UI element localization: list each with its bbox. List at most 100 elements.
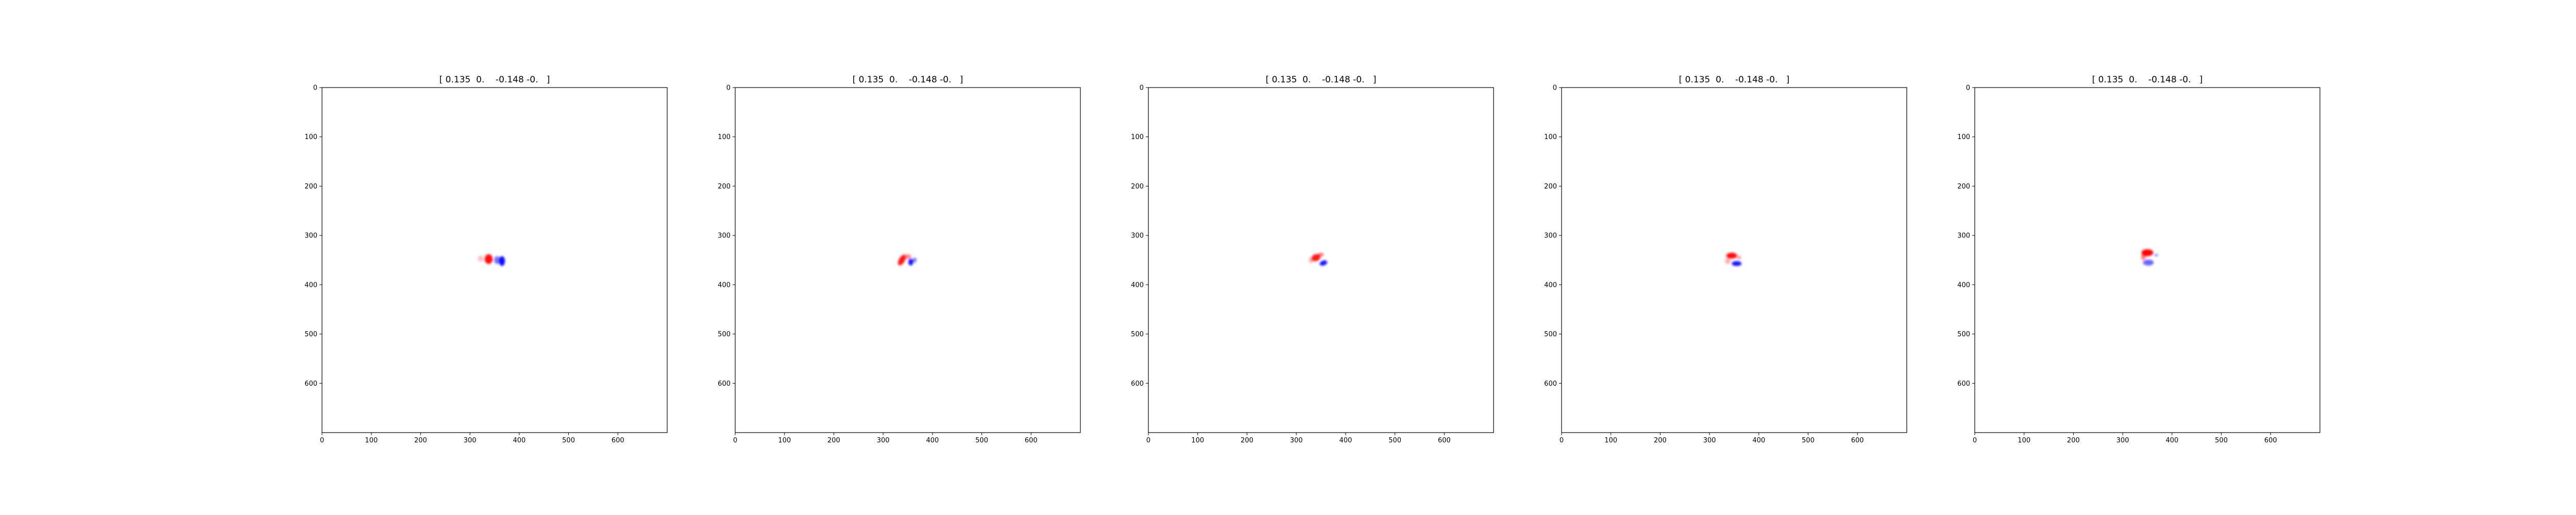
heatmap-blob-2 <box>494 256 500 264</box>
y-tick-label-0: 0 <box>1553 84 1557 92</box>
heatmap-image <box>1724 252 1742 266</box>
axes-title: [ 0.135 0. -0.148 -0. ] <box>439 75 550 85</box>
y-tick-label-100: 100 <box>1131 133 1144 141</box>
heatmap-blob-1 <box>2141 249 2154 256</box>
x-tick-label-600: 600 <box>1851 437 1864 444</box>
x-tick-label-500: 500 <box>975 437 988 444</box>
x-tick-label-200: 200 <box>1654 437 1667 444</box>
heatmap-background <box>1148 88 1494 433</box>
x-tick-label-600: 600 <box>1025 437 1038 444</box>
heatmap-blob-3 <box>908 259 913 266</box>
x-tick-label-100: 100 <box>1191 437 1204 444</box>
x-tick-label-100: 100 <box>1604 437 1617 444</box>
x-tick-label-400: 400 <box>1752 437 1765 444</box>
heatmap-blob-2 <box>2143 260 2154 266</box>
x-tick-label-500: 500 <box>2215 437 2228 444</box>
y-tick-label-200: 200 <box>1131 183 1144 191</box>
subplot-5: [ 0.135 0. -0.148 -0. ] 0 100 200 300 400 500 6… <box>1957 75 2320 444</box>
y-tick-label-0: 0 <box>726 84 731 92</box>
y-tick-label-300: 300 <box>718 232 731 240</box>
axes-title: [ 0.135 0. -0.148 -0. ] <box>2092 75 2203 85</box>
y-tick-label-300: 300 <box>1131 232 1144 240</box>
y-tick-label-100: 100 <box>1544 133 1557 141</box>
heatmap-background <box>735 88 1080 433</box>
y-tick-label-0: 0 <box>313 84 317 92</box>
x-tick-label-400: 400 <box>1339 437 1352 444</box>
heatmap-blob-1 <box>484 254 493 264</box>
subplot-1: [ 0.135 0. -0.148 -0. ] 0 100 200 300 400 500 6… <box>304 75 668 444</box>
y-tick-label-400: 400 <box>1544 281 1557 289</box>
y-tick-label-300: 300 <box>304 232 317 240</box>
y-tick-label-0: 0 <box>1966 84 1970 92</box>
x-tick-label-600: 600 <box>1438 437 1451 444</box>
axes-frame <box>1148 87 1494 433</box>
x-tick-label-600: 600 <box>2264 437 2277 444</box>
subplot-3: [ 0.135 0. -0.148 -0. ] 0 100 200 300 400 500 6… <box>1131 75 1494 444</box>
x-tick-label-200: 200 <box>2067 437 2080 444</box>
y-tick-label-400: 400 <box>1957 281 1970 289</box>
y-tick-label-500: 500 <box>1544 331 1557 338</box>
subplot-4: [ 0.135 0. -0.148 -0. ] 0 100 200 300 400 500 6… <box>1544 75 1907 444</box>
x-tick-label-300: 300 <box>877 437 890 444</box>
heatmap-blob-3 <box>1724 258 1731 264</box>
y-tick-label-600: 600 <box>1957 380 1970 388</box>
heatmap-blob-4 <box>1737 255 1741 260</box>
x-tick-label-100: 100 <box>778 437 791 444</box>
y-tick-label-200: 200 <box>718 183 731 191</box>
heatmap-background <box>1562 88 1907 433</box>
x-tick-label-100: 100 <box>2018 437 2030 444</box>
heatmap-image <box>478 254 505 266</box>
x-tick-label-400: 400 <box>2165 437 2178 444</box>
x-tick-label-500: 500 <box>562 437 575 444</box>
y-tick-label-100: 100 <box>1957 133 1970 141</box>
x-tick-label-400: 400 <box>513 437 526 444</box>
y-tick-label-600: 600 <box>718 380 731 388</box>
y-tick-label-200: 200 <box>304 183 317 191</box>
y-tick-label-200: 200 <box>1544 183 1557 191</box>
y-tick-label-500: 500 <box>1957 331 1970 338</box>
subplot-grid: [ 0.135 0. -0.148 -0. ] 0 100 200 300 400 500 6… <box>304 75 2320 444</box>
y-tick-label-300: 300 <box>1544 232 1557 240</box>
heatmap-blob-4 <box>478 255 484 262</box>
x-tick-label-600: 600 <box>612 437 624 444</box>
y-tick-label-100: 100 <box>718 133 731 141</box>
axes-title: [ 0.135 0. -0.148 -0. ] <box>1679 75 1790 85</box>
x-tick-label-0: 0 <box>320 437 324 444</box>
y-tick-label-400: 400 <box>304 281 317 289</box>
heatmap-image <box>897 254 917 266</box>
x-tick-label-300: 300 <box>1703 437 1716 444</box>
y-tick-label-200: 200 <box>1957 183 1970 191</box>
x-tick-label-200: 200 <box>1241 437 1253 444</box>
axes-frame <box>735 87 1081 433</box>
x-tick-label-500: 500 <box>1388 437 1401 444</box>
y-tick-label-400: 400 <box>718 281 731 289</box>
y-tick-label-500: 500 <box>304 331 317 338</box>
heatmap-image <box>1309 252 1328 266</box>
heatmap-blob-2 <box>1732 261 1742 266</box>
x-tick-label-0: 0 <box>733 437 737 444</box>
heatmap-blob-1 <box>1726 252 1737 259</box>
heatmap-image <box>2141 249 2159 266</box>
heatmap-blob-3 <box>499 256 505 266</box>
y-tick-label-400: 400 <box>1131 281 1144 289</box>
heatmap-blob-2 <box>1318 252 1324 257</box>
y-tick-label-600: 600 <box>304 380 317 388</box>
x-tick-label-300: 300 <box>1290 437 1303 444</box>
x-tick-label-200: 200 <box>827 437 840 444</box>
heatmap-blob-1 <box>1312 254 1320 262</box>
x-tick-label-0: 0 <box>1146 437 1150 444</box>
axes-title: [ 0.135 0. -0.148 -0. ] <box>1266 75 1377 85</box>
y-tick-label-500: 500 <box>1131 331 1144 338</box>
x-tick-label-0: 0 <box>1973 437 1977 444</box>
axes-frame <box>321 87 668 433</box>
heatmap-blob-1 <box>897 254 906 266</box>
heatmap-blob-4 <box>1309 257 1314 263</box>
heatmap-blob-3 <box>1319 260 1328 266</box>
axes-frame <box>1561 87 1907 433</box>
y-tick-label-100: 100 <box>304 133 317 141</box>
subplot-2: [ 0.135 0. -0.148 -0. ] 0 100 200 300 400 500 6… <box>718 75 1081 444</box>
x-tick-label-400: 400 <box>926 437 939 444</box>
heatmap-blob-4 <box>2154 253 2159 257</box>
y-tick-label-600: 600 <box>1131 380 1144 388</box>
